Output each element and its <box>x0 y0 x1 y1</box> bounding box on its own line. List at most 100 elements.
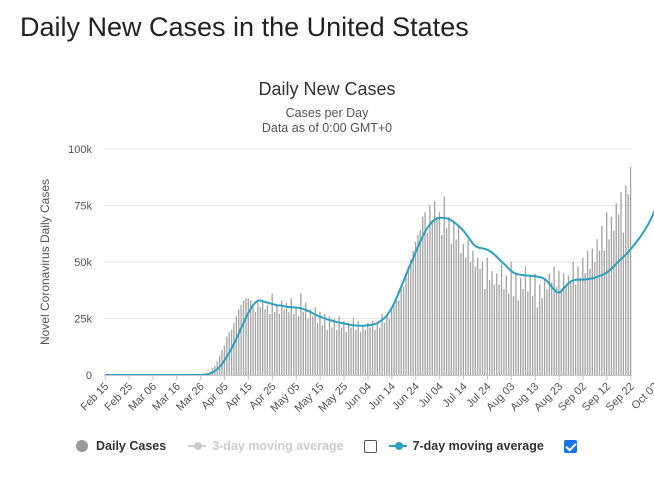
daily-case-bar <box>343 320 345 375</box>
daily-case-bar <box>625 185 627 375</box>
daily-case-bar <box>338 316 340 375</box>
daily-case-bar <box>572 262 574 375</box>
daily-case-bar <box>288 311 290 375</box>
daily-case-bar <box>426 232 429 375</box>
daily-case-bar <box>467 239 469 375</box>
daily-case-bar <box>508 293 510 375</box>
daily-case-bar <box>629 167 632 375</box>
y-tick-label: 25k <box>74 314 92 326</box>
daily-case-bar <box>398 300 400 375</box>
legend-item-3-day-average[interactable]: 3-day moving average <box>188 439 344 453</box>
daily-case-bar <box>498 284 500 375</box>
daily-case-bar <box>381 313 383 375</box>
chart-subtitle: Cases per Day <box>285 106 369 120</box>
daily-case-bar <box>247 298 249 375</box>
daily-case-bar <box>314 307 316 375</box>
daily-case-bar <box>326 329 328 375</box>
x-tick-label: Jul 04 <box>417 381 446 410</box>
daily-case-bar <box>531 295 534 375</box>
daily-case-bar <box>512 295 515 375</box>
7-day-average-checkbox[interactable] <box>563 439 577 453</box>
daily-case-bar <box>594 262 596 375</box>
daily-case-bar <box>321 325 324 375</box>
circle-marker-icon <box>76 440 88 452</box>
daily-case-bar <box>613 230 615 375</box>
bar-series[interactable] <box>197 167 632 375</box>
daily-case-bar <box>283 309 285 375</box>
daily-case-bar <box>484 289 486 375</box>
daily-case-bar <box>515 273 517 375</box>
daily-case-bar <box>493 284 496 375</box>
daily-case-bar <box>300 293 302 375</box>
daily-case-bar <box>620 191 622 375</box>
daily-case-bar <box>266 304 269 375</box>
daily-case-bar <box>295 307 297 375</box>
daily-case-bar <box>331 327 333 375</box>
legend-label-3-day-average: 3-day moving average <box>212 439 344 453</box>
daily-case-bar <box>254 311 257 375</box>
y-tick-label: 75k <box>74 201 92 213</box>
daily-case-bar <box>271 293 273 375</box>
daily-case-bar <box>553 266 555 375</box>
daily-case-bar <box>469 262 472 375</box>
daily-case-bar <box>503 289 505 375</box>
daily-case-bar <box>395 295 398 375</box>
daily-case-bar <box>405 273 407 375</box>
daily-case-bar <box>472 250 474 375</box>
y-tick-label: 100k <box>68 144 92 156</box>
daily-case-bar <box>324 313 326 375</box>
daily-case-bar <box>393 304 395 375</box>
daily-case-bar <box>371 320 374 375</box>
daily-case-bar <box>615 203 617 375</box>
daily-case-bar <box>582 257 584 375</box>
legend-item-7-day-average[interactable]: 7-day moving average <box>388 439 544 453</box>
daily-case-bar <box>584 273 586 375</box>
x-tick-label: Jun 24 <box>390 381 422 413</box>
daily-case-bar <box>586 250 589 375</box>
daily-case-bar <box>273 311 276 375</box>
daily-case-bar <box>290 298 292 375</box>
daily-case-bar <box>505 275 507 375</box>
legend-item-daily-cases[interactable]: Daily Cases <box>76 439 166 453</box>
daily-case-bar <box>434 200 436 375</box>
daily-case-bar <box>264 309 266 375</box>
daily-case-bar <box>598 250 601 375</box>
daily-case-bar <box>369 327 371 375</box>
daily-case-bar <box>235 316 238 375</box>
daily-case-bar <box>233 323 235 375</box>
daily-case-bar <box>617 214 620 375</box>
daily-case-bar <box>438 212 441 375</box>
daily-case-bar <box>627 194 629 375</box>
daily-case-bar <box>431 221 433 375</box>
daily-case-bar <box>479 268 481 375</box>
daily-case-bar <box>453 221 455 375</box>
daily-case-bar <box>359 332 362 375</box>
daily-case-bar <box>450 243 453 375</box>
daily-case-bar <box>555 286 558 375</box>
daily-case-bar <box>293 313 295 375</box>
daily-case-bar <box>563 273 565 375</box>
daily-case-bar <box>424 212 426 375</box>
daily-case-bar <box>376 323 378 375</box>
daily-case-bar <box>570 282 572 375</box>
daily-case-bar <box>534 273 536 375</box>
legend: Daily Cases 3-day moving average 7-day m… <box>76 436 577 456</box>
daily-case-bar <box>567 275 570 375</box>
chart-title: Daily New Cases <box>258 79 396 99</box>
daily-case-bar <box>520 277 522 375</box>
daily-case-bar <box>364 329 367 375</box>
daily-case-bar <box>238 309 240 375</box>
y-axis-title: Novel Coronavirus Daily Cases <box>38 179 52 345</box>
daily-case-bar <box>422 216 424 375</box>
daily-case-bar <box>307 318 309 375</box>
line-marker-icon <box>388 442 407 450</box>
daily-case-bar <box>601 225 603 375</box>
3-day-average-checkbox[interactable] <box>363 439 377 453</box>
daily-case-bar <box>443 196 445 375</box>
x-tick-label: Jul 14 <box>440 381 469 410</box>
daily-case-bar <box>242 300 245 375</box>
chart-data-date: Data as of 0:00 GMT+0 <box>261 121 393 135</box>
daily-case-bar <box>543 280 546 375</box>
daily-case-bar <box>560 289 562 375</box>
daily-case-bar <box>610 216 613 375</box>
